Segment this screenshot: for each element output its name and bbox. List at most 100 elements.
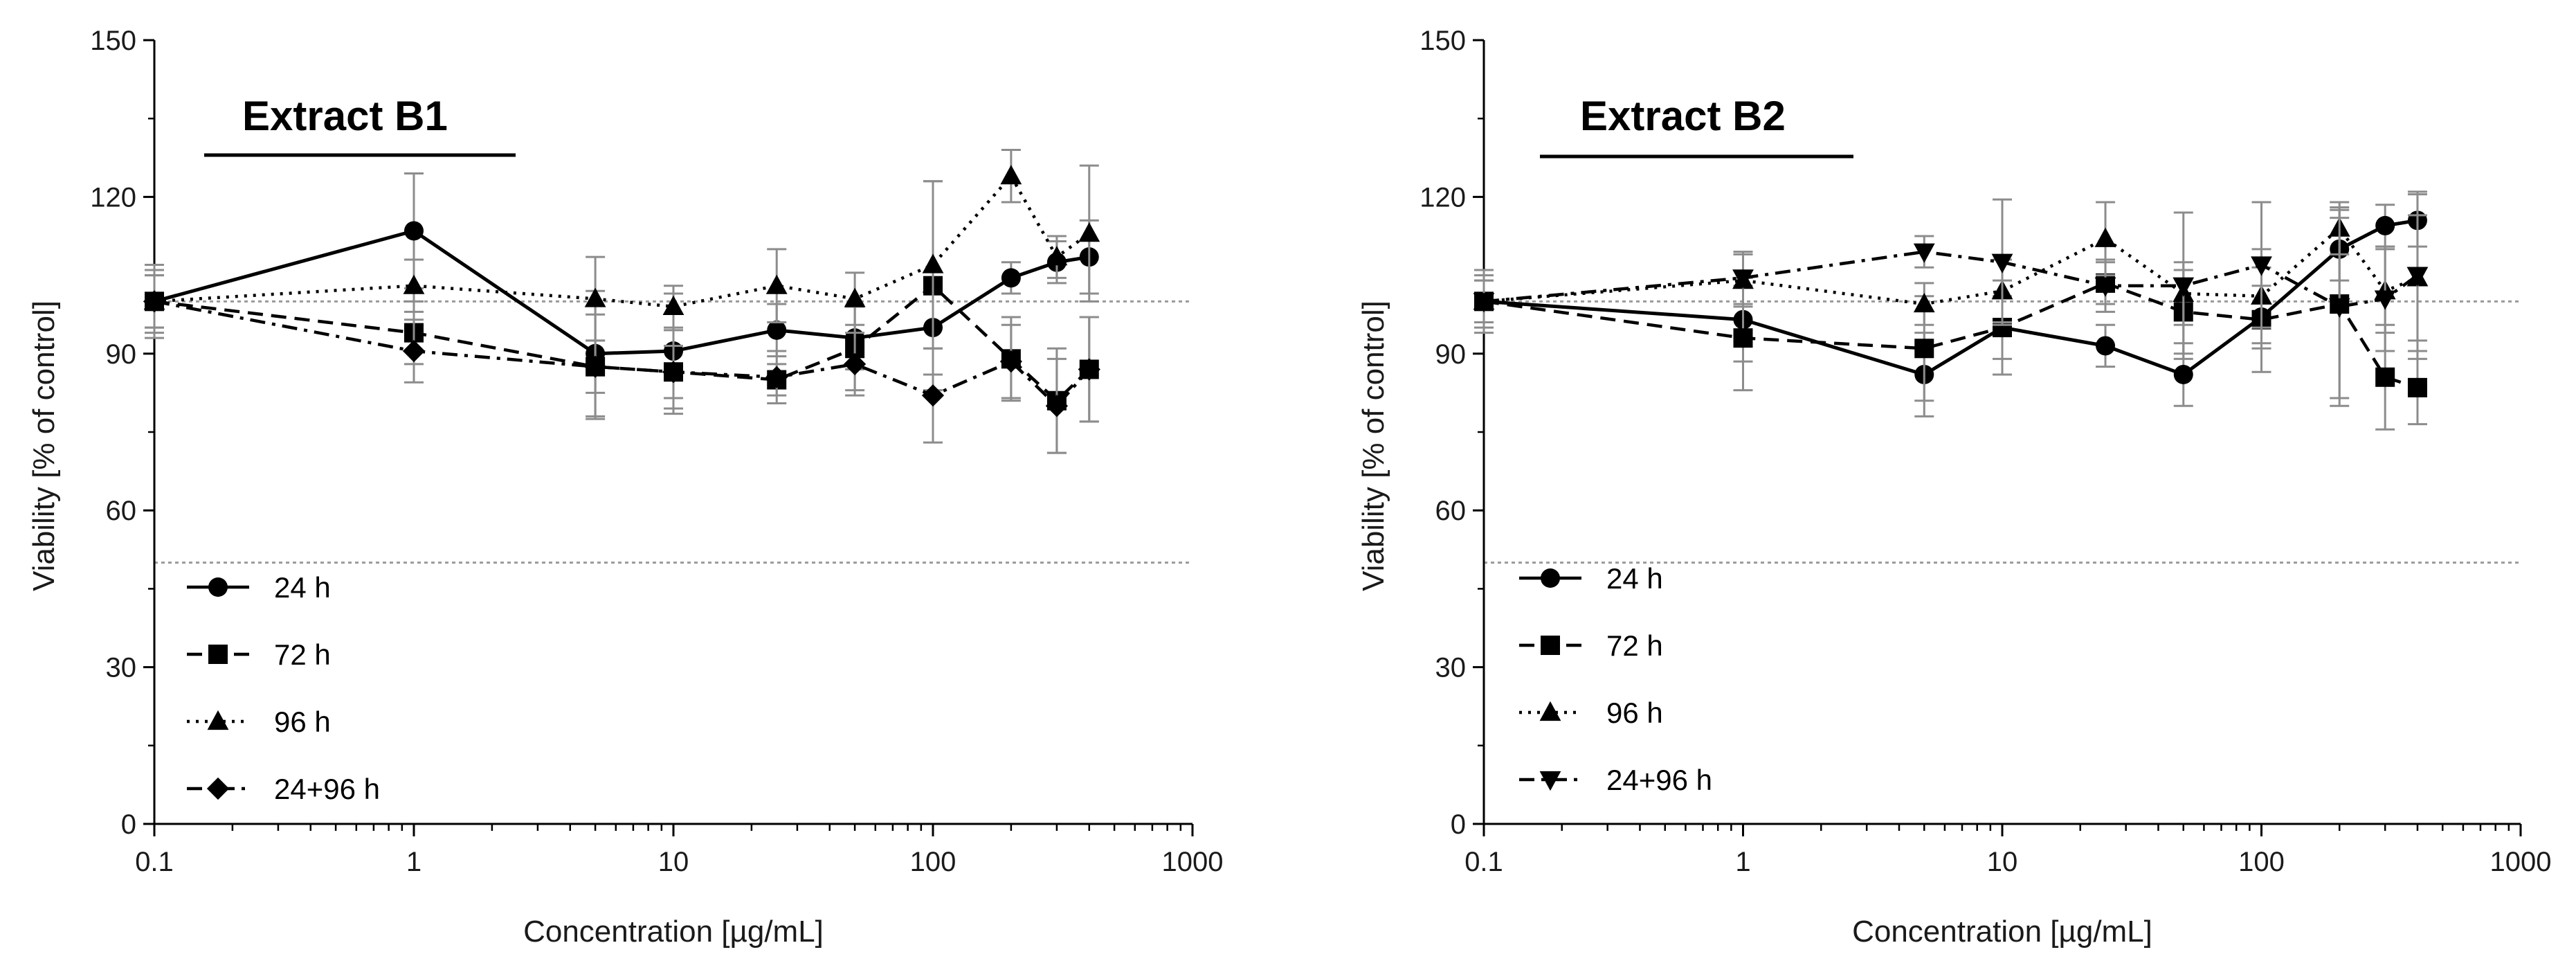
data-point — [2375, 215, 2395, 235]
y-axis-label: Viability [% of control] — [27, 300, 61, 591]
legend-marker — [1541, 636, 1560, 655]
x-tick-label: 1000 — [1162, 847, 1224, 877]
legend-label: 24 h — [1606, 562, 1663, 595]
data-point — [999, 350, 1022, 373]
y-tick-label: 90 — [106, 339, 137, 370]
data-point — [2094, 277, 2116, 297]
series-line — [1483, 226, 2418, 306]
data-point — [1991, 253, 2013, 273]
data-point — [765, 274, 788, 294]
series-line — [154, 228, 1090, 356]
x-tick-label: 100 — [910, 847, 956, 877]
data-point — [2328, 298, 2350, 318]
y-tick-label: 60 — [1435, 496, 1467, 526]
legend-entry-4: 24+96 h — [1519, 764, 1712, 796]
data-point — [1078, 222, 1100, 242]
data-point — [2173, 364, 2193, 384]
chart-panel-1: 0 30 60 90 120 150 0.1 1 10 100 1000 Concentration … — [27, 26, 1223, 949]
data-point — [844, 352, 867, 375]
data-point — [403, 274, 425, 294]
data-point — [143, 290, 166, 313]
legend-entry-1: 24 h — [1519, 562, 1663, 595]
legend-label: 96 h — [274, 706, 331, 738]
series-2 — [1474, 208, 2427, 431]
legend-entry-2: 72 h — [1519, 629, 1663, 662]
y-tick-label: 120 — [1419, 182, 1466, 213]
y-tick-label: 30 — [106, 653, 137, 683]
data-point — [844, 287, 866, 307]
legend-label: 72 h — [1606, 629, 1663, 662]
legend-label: 24+96 h — [274, 773, 380, 805]
legend-label: 96 h — [1606, 697, 1663, 729]
data-point — [922, 253, 944, 273]
data-point — [402, 339, 426, 363]
legend-entry-3: 96 h — [1519, 697, 1663, 729]
series-3 — [143, 148, 1100, 350]
data-point — [662, 295, 684, 315]
series-line — [154, 283, 1091, 403]
legend-marker — [206, 777, 230, 800]
data-point — [1732, 269, 1754, 289]
data-point — [921, 384, 945, 407]
data-point — [1473, 293, 1495, 313]
y-tick-label: 90 — [1435, 339, 1467, 370]
chart-title: Extract B1 — [242, 93, 448, 139]
series-4 — [143, 274, 1100, 454]
series-4 — [1473, 190, 2429, 407]
data-point — [1000, 165, 1022, 185]
data-point — [1914, 339, 1934, 359]
x-tick-label: 100 — [2238, 847, 2285, 877]
data-point — [662, 361, 685, 384]
series-line — [1483, 281, 2418, 389]
legend-marker — [1541, 568, 1560, 588]
data-point — [2173, 277, 2195, 297]
x-tick-label: 0.1 — [1464, 847, 1503, 877]
chart-panel-2: 0 30 60 90 120 150 0.1 1 10 100 1000 Concentration … — [1357, 26, 2551, 949]
x-tick-label: 0.1 — [135, 847, 174, 877]
data-point — [1046, 246, 1068, 266]
series-line — [1483, 218, 2418, 377]
series-1 — [1474, 193, 2427, 417]
y-tick-label: 150 — [1419, 26, 1466, 56]
data-point — [1913, 293, 1935, 313]
chart-title: Extract B2 — [1580, 93, 1786, 139]
data-point — [1045, 395, 1069, 417]
data-point — [2096, 336, 2116, 356]
data-point — [767, 320, 787, 340]
legend-label: 72 h — [274, 638, 331, 671]
series-2 — [145, 180, 1099, 454]
legend-label: 24+96 h — [1606, 764, 1712, 796]
legend-label: 24 h — [274, 571, 331, 604]
series-3 — [1473, 201, 2429, 345]
x-axis-label: Concentration [µg/mL] — [523, 915, 824, 949]
y-tick-label: 30 — [1435, 653, 1467, 683]
data-point — [1078, 358, 1100, 381]
x-tick-label: 1000 — [2490, 847, 2552, 877]
y-tick-label: 150 — [90, 26, 136, 56]
x-tick-label: 1 — [406, 847, 421, 877]
data-point — [2094, 227, 2116, 247]
x-tick-label: 10 — [658, 847, 689, 877]
legend-marker — [1539, 771, 1561, 791]
data-point — [1001, 268, 1021, 288]
y-tick-label: 0 — [121, 809, 136, 840]
data-point — [1733, 328, 1753, 348]
data-point — [1913, 243, 1935, 263]
data-point — [2375, 367, 2395, 387]
data-point — [2374, 290, 2396, 310]
x-tick-label: 1 — [1735, 847, 1750, 877]
data-point — [404, 221, 424, 241]
legend-marker — [207, 710, 229, 730]
legend-entry-4: 24+96 h — [187, 773, 380, 805]
legend-marker — [208, 645, 228, 664]
data-point — [584, 287, 606, 307]
y-tick-label: 120 — [90, 182, 136, 213]
data-point — [2406, 267, 2429, 287]
y-tick-label: 60 — [106, 496, 137, 526]
data-point — [584, 355, 607, 378]
data-point — [765, 366, 788, 388]
x-tick-label: 10 — [1987, 847, 2018, 877]
legend-entry-3: 96 h — [187, 706, 331, 738]
